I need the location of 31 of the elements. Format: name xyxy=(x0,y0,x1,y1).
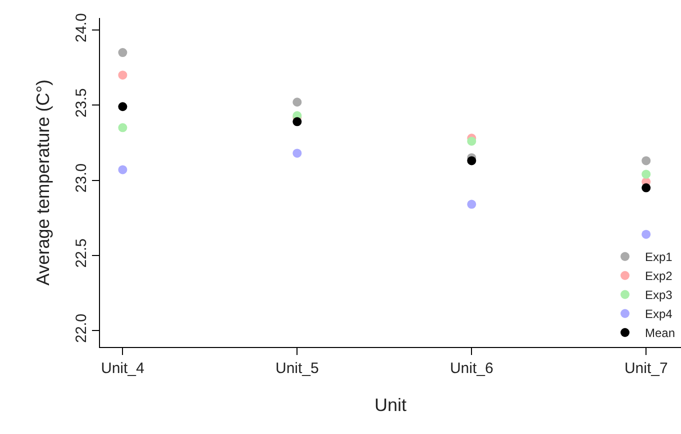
y-tick-label: 22.5 xyxy=(73,238,90,268)
y-tick-label: 23.0 xyxy=(73,163,90,193)
legend-label: Exp4 xyxy=(645,307,673,322)
point xyxy=(118,123,128,132)
point xyxy=(292,148,302,158)
legend-label: Mean xyxy=(645,326,676,340)
legend-label: Exp2 xyxy=(645,269,673,284)
y-tick-label: 23.5 xyxy=(73,88,90,118)
point xyxy=(467,136,476,146)
point xyxy=(642,230,651,239)
x-tick-label: Unit_7 xyxy=(624,360,668,377)
point xyxy=(118,102,128,112)
point xyxy=(467,156,476,166)
legend-label: Exp1 xyxy=(645,250,673,264)
point xyxy=(292,117,302,126)
y-tick-label: 24.0 xyxy=(73,13,90,42)
x-tick-label: Unit_4 xyxy=(101,360,144,377)
legend-label: Exp3 xyxy=(645,288,673,302)
point xyxy=(467,200,476,209)
y-tick-label: 22.0 xyxy=(73,314,90,343)
y-axis-title: Average temperature (C°) xyxy=(33,80,54,286)
point xyxy=(292,98,302,107)
point xyxy=(118,165,128,174)
point xyxy=(118,70,128,80)
point xyxy=(642,170,651,179)
x-axis-title: Unit xyxy=(374,395,407,416)
point xyxy=(642,156,651,166)
point xyxy=(118,48,128,58)
x-tick-label: Unit_5 xyxy=(275,360,319,377)
point xyxy=(642,183,651,192)
x-tick-label: Unit_6 xyxy=(450,360,494,377)
